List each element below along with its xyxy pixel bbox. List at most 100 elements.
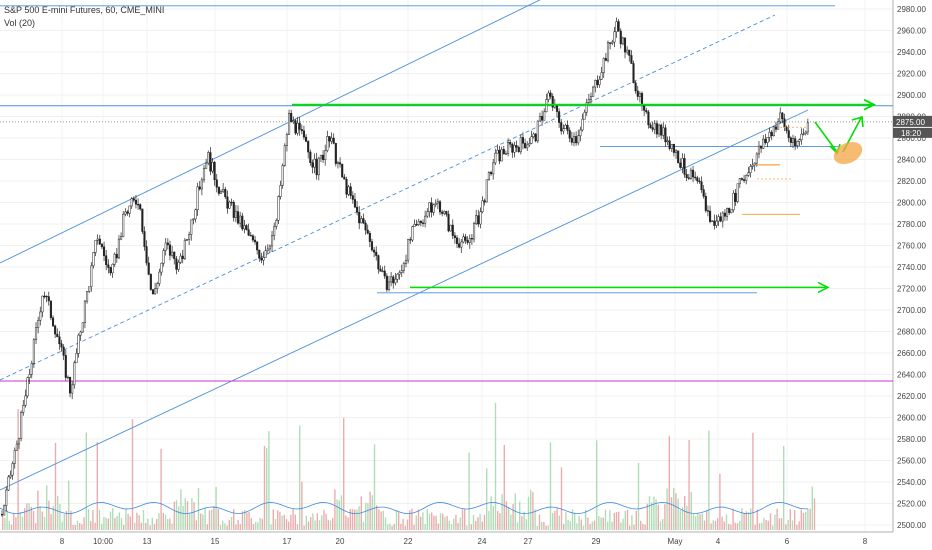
candle-down: [632, 63, 635, 84]
volume-moving-average-line: [0, 501, 808, 515]
candle-down: [509, 142, 512, 145]
candle-down: [517, 147, 520, 153]
volume-bar: [750, 508, 752, 530]
candle-up: [400, 270, 403, 273]
volume-bar: [268, 431, 270, 530]
candle-down: [302, 130, 305, 138]
candle-up: [732, 192, 735, 211]
volume-bar: [266, 448, 268, 530]
candle-up: [779, 112, 782, 122]
candle-down: [145, 246, 148, 264]
volume-bar: [200, 513, 202, 530]
volume-bar: [26, 503, 28, 530]
candle-down: [224, 188, 227, 198]
candle-up: [3, 505, 6, 516]
candle-up: [562, 128, 565, 132]
candle-down: [628, 49, 631, 56]
volume-bar: [365, 502, 367, 530]
candle-up: [92, 252, 95, 267]
volume-bar: [673, 487, 675, 530]
candle-down: [630, 55, 633, 64]
chart-legend: S&P 500 E-mini Futures, 60, CME_MINI Vol…: [4, 4, 164, 30]
volume-bar: [384, 517, 387, 530]
volume-bar: [556, 508, 558, 530]
candle-down: [311, 162, 314, 168]
volume-bar: [587, 517, 589, 530]
price-tick-label: 2760.00: [897, 242, 926, 251]
candle-down: [430, 202, 433, 213]
candle-up: [37, 320, 40, 328]
volume-bar: [565, 512, 567, 530]
candle-up: [324, 150, 327, 160]
volume-bar: [406, 519, 409, 530]
volume-bar: [120, 518, 123, 530]
candle-down: [236, 211, 240, 224]
candle-down: [502, 149, 505, 155]
volume-bar: [219, 524, 222, 530]
volume-bar: [90, 521, 92, 530]
volume-bar: [701, 513, 703, 530]
volume-bar: [175, 500, 178, 530]
volume-bar: [237, 520, 239, 530]
candle-down: [640, 93, 644, 106]
volume-bar: [142, 509, 145, 530]
candle-down: [636, 90, 639, 97]
volume-bar: [239, 524, 241, 530]
volume-bar: [769, 513, 772, 530]
volume-bar: [345, 515, 347, 530]
volume-bar: [453, 518, 455, 530]
volume-bar: [235, 524, 237, 530]
volume-bar: [549, 442, 552, 530]
volume-bar: [81, 524, 83, 530]
candle-down: [781, 112, 784, 120]
candle-up: [128, 205, 131, 214]
volume-bar: [552, 513, 554, 530]
volume-bar: [664, 504, 666, 530]
volume-bar: [486, 468, 488, 530]
volume-bar: [543, 522, 545, 530]
candle-down: [147, 262, 150, 275]
volume-bar: [560, 467, 563, 530]
target-zone-ellipse: [833, 141, 863, 165]
candle-down: [245, 225, 248, 231]
volume-bar: [554, 510, 556, 530]
time-tick-label: 4: [716, 537, 721, 546]
volume-bar: [195, 520, 197, 530]
volume-bar: [547, 525, 549, 530]
candle-up: [190, 219, 193, 235]
volume-bar: [596, 440, 598, 530]
volume-bar: [329, 520, 332, 530]
candle-down: [51, 317, 55, 327]
candle-down: [198, 186, 201, 190]
volume-bar: [279, 511, 281, 530]
volume-bar: [609, 510, 611, 530]
candle-up: [496, 149, 499, 154]
support-arrow-head: [817, 281, 830, 294]
candle-up: [772, 126, 775, 137]
candle-up: [504, 153, 507, 155]
candle-down: [379, 268, 382, 272]
volume-bar: [563, 524, 565, 530]
volume-bar: [263, 445, 266, 530]
candle-down: [445, 211, 448, 215]
candle-up: [39, 311, 42, 321]
candle-down: [438, 201, 442, 213]
candle-up: [583, 111, 586, 120]
volume-bar: [274, 519, 277, 530]
candle-up: [26, 377, 29, 397]
candle-up: [122, 213, 125, 237]
candle-up: [77, 334, 80, 354]
candle-up: [545, 99, 548, 113]
volume-bar: [70, 510, 72, 530]
candle-down: [370, 241, 374, 251]
volume-bar: [615, 512, 618, 530]
volume-bar: [107, 518, 109, 530]
volume-bar: [105, 517, 107, 530]
candle-up: [413, 224, 416, 227]
volume-bar: [178, 506, 180, 530]
volume-bar: [640, 520, 642, 530]
volume-bar: [712, 520, 714, 530]
candle-up: [281, 165, 284, 186]
volume-bar: [272, 509, 274, 530]
